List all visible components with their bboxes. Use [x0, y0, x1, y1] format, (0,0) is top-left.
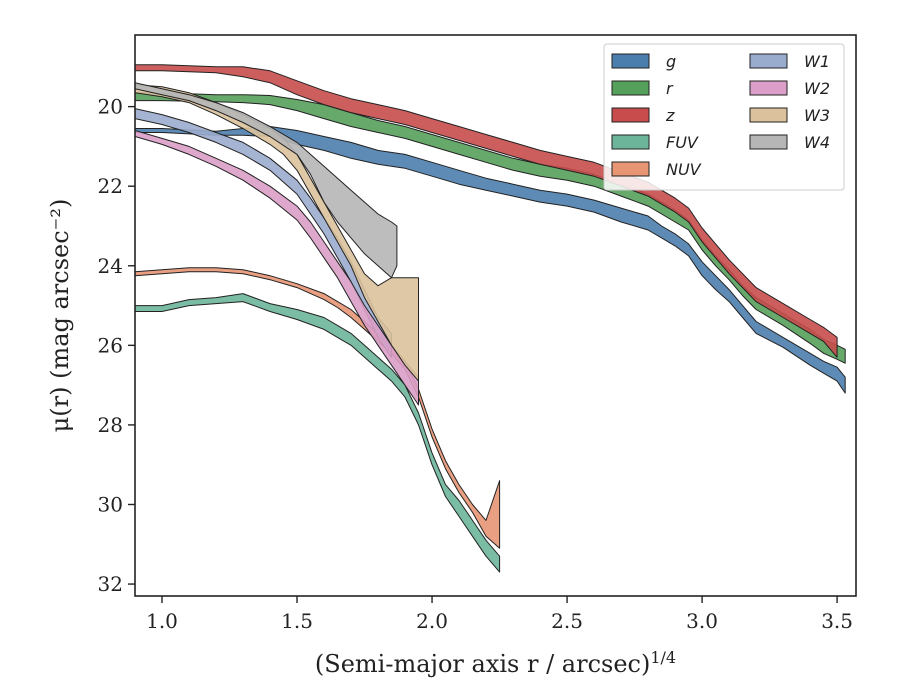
y-axis: 20 22 24 26 28 30 32 [98, 95, 135, 596]
legend-swatch-w4 [749, 134, 788, 150]
x-axis-label: (Semi-major axis r / arcsec)1/4 [315, 648, 676, 679]
legend-label-w1: W1 [804, 52, 830, 71]
plot-area [135, 64, 846, 573]
legend-label-w3: W3 [804, 106, 830, 125]
x-axis: 1.0 1.5 2.0 2.5 3.0 3.5 [146, 596, 853, 633]
band-nuv [135, 267, 501, 549]
legend-label-w4: W4 [804, 133, 830, 152]
legend-swatch-r [611, 80, 650, 96]
y-axis-label: μ(r) (mag arcsec⁻²) [46, 199, 74, 433]
legend-swatch-w1 [749, 53, 788, 69]
x-tick-label: 2.5 [551, 609, 583, 633]
y-tick-label: 26 [98, 333, 123, 357]
legend: grz FUV NUV W1 W2 W3 W4 [603, 43, 845, 191]
y-tick-label: 28 [98, 413, 123, 437]
y-tick-label: 24 [98, 254, 123, 278]
band-fuv [135, 293, 501, 573]
legend-swatch-nuv [611, 161, 650, 177]
x-tick-label: 1.5 [281, 609, 313, 633]
y-tick-label: 32 [98, 572, 123, 596]
x-tick-label: 3.0 [686, 609, 718, 633]
y-tick-label: 30 [98, 492, 123, 516]
legend-label-fuv: FUV [666, 133, 699, 152]
x-tick-label: 3.5 [821, 609, 853, 633]
x-tick-label: 2.0 [416, 609, 448, 633]
x-tick-label: 1.0 [146, 609, 178, 633]
legend-swatch-g [611, 53, 650, 69]
plot-frame [134, 34, 857, 597]
legend-swatch-w2 [749, 80, 788, 96]
band-w2 [135, 130, 419, 406]
legend-swatch-w3 [749, 107, 788, 123]
legend-swatch-z [611, 107, 650, 123]
band-g [135, 126, 846, 394]
legend-label-r: r [666, 79, 674, 98]
band-w4 [135, 82, 398, 279]
band-r [135, 92, 846, 364]
y-tick-label: 20 [98, 95, 123, 119]
legend-label-nuv: NUV [666, 160, 702, 179]
legend-swatch-fuv [611, 134, 650, 150]
y-tick-label: 22 [98, 174, 123, 198]
band-z [135, 64, 838, 358]
legend-label-g: g [666, 52, 676, 71]
legend-label-z: z [665, 106, 675, 125]
legend-label-w2: W2 [804, 79, 830, 98]
